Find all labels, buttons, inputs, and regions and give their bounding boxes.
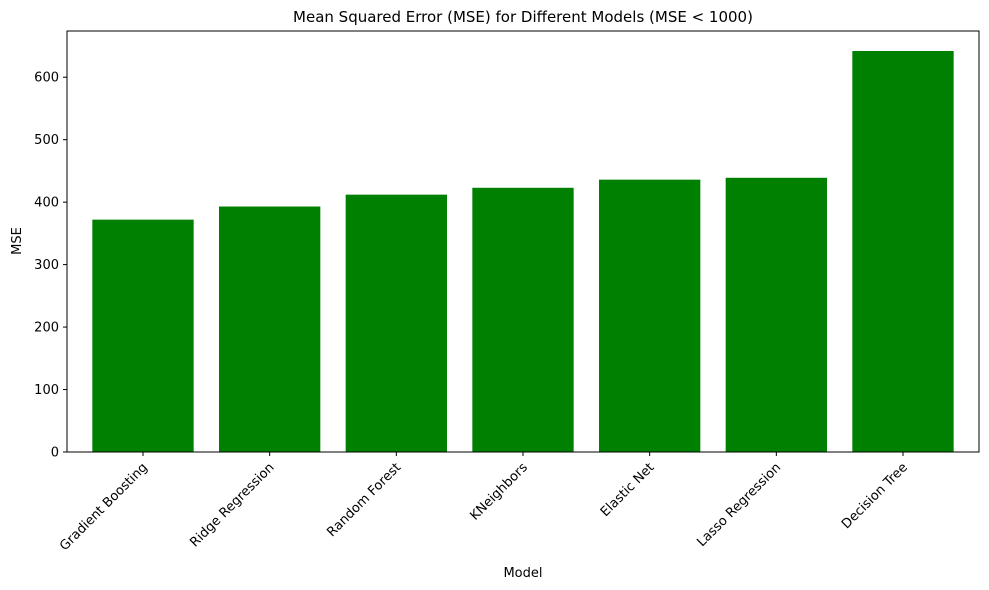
bar-1 <box>219 206 321 452</box>
y-tick-label-1: 100 <box>34 383 59 398</box>
plot-area: 0 100 200 300 400 500 600 Gradient Boosting Ridg… <box>34 30 980 554</box>
x-axis-label: Model <box>503 566 542 581</box>
bar-6 <box>852 50 954 453</box>
y-tick-label-0: 0 <box>51 446 59 461</box>
x-tick-label-2: Random Forest <box>324 460 404 540</box>
x-tick-label-1: Ridge Regression <box>187 460 277 550</box>
bar-4 <box>599 179 701 452</box>
y-axis-label: MSE <box>10 227 25 255</box>
y-tick-label-4: 400 <box>34 196 59 211</box>
x-tick-label-4: Elastic Net <box>598 460 658 520</box>
y-tick-label-5: 500 <box>34 133 59 148</box>
y-tick-label-3: 300 <box>34 258 59 273</box>
x-tick-label-6: Decision Tree <box>839 460 911 532</box>
x-tick-label-3: KNeighbors <box>467 460 531 524</box>
y-tick-label-6: 600 <box>34 71 59 86</box>
x-tick-label-5: Lasso Regression <box>694 460 784 550</box>
bar-3 <box>472 187 574 452</box>
bar-0 <box>92 219 194 452</box>
bar-2 <box>345 194 447 452</box>
bar-5 <box>725 177 827 453</box>
x-tick-label-0: Gradient Boosting <box>57 460 151 554</box>
y-tick-label-2: 200 <box>34 321 59 336</box>
chart-title: Mean Squared Error (MSE) for Different M… <box>293 8 753 26</box>
